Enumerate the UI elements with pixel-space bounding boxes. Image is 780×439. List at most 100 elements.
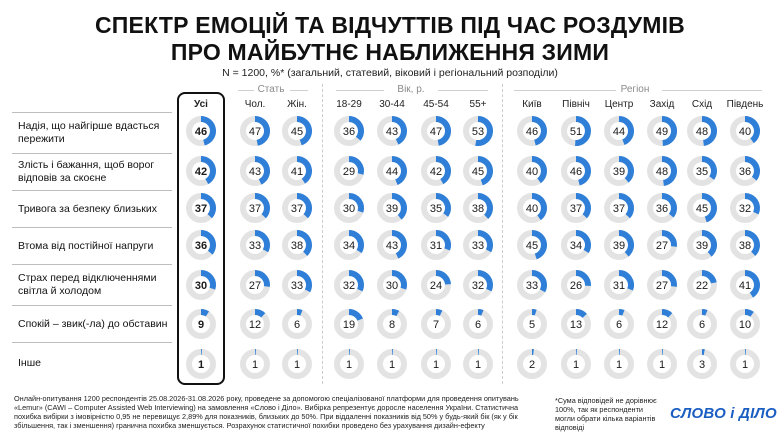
donut-fill [200,116,216,146]
donut-value-label: 30 [343,203,355,215]
donut-value-label: 7 [433,319,439,331]
donut-value-label: 1 [433,359,439,371]
donut-fill [744,230,760,256]
donut-fill [348,309,363,321]
donut-fill [348,116,364,141]
donut-value-label: 22 [696,280,708,292]
donut-fill [701,156,717,180]
column-header: 45-54 [423,99,449,110]
donut-fill [435,156,451,185]
donut-fill [618,308,625,316]
chart-title-line1: СПЕКТР ЕМОЦІЙ ТА ВІДЧУТТІВ ПІД ЧАС РОЗДУ… [95,12,685,38]
donut-value-label: 30 [386,280,398,292]
donut-value-label: 39 [613,240,625,252]
donut-value-label: 30 [195,280,207,292]
column-header: 55+ [469,99,487,110]
donut-value-label: 36 [739,166,751,178]
column-header: Чол. [244,99,266,110]
donut-fill [744,309,754,317]
donut-value-label: 5 [529,319,535,331]
row-divider [12,112,172,113]
donut-value-label: 33 [526,280,538,292]
row-divider [12,264,172,265]
column-header: 30-44 [379,99,405,110]
donut-fill [391,308,400,317]
donut-fill [531,230,547,260]
donut-value-label: 31 [613,280,625,292]
brand-logo: СЛОВО і ДІЛО [670,405,777,422]
column-header: Жін. [287,99,307,110]
total-column-highlight [177,92,225,385]
row-label: Тривога за безпеку близьких [18,202,158,215]
donut-fill [391,116,407,145]
donut-value-label: 9 [198,319,204,331]
donut-fill [477,156,493,186]
donut-value-label: 1 [198,359,204,371]
donut-value-label: 6 [475,319,481,331]
group-rule [238,90,254,91]
group-rule [336,90,384,91]
donut-value-label: 43 [386,240,398,252]
donut-fill [744,193,760,215]
donut-value-label: 32 [343,280,355,292]
group-label-sex: Стать [257,84,285,95]
donut-fill [475,116,493,146]
column-header: Південь [726,99,764,110]
donut-value-label: 1 [346,359,352,371]
donut-fill [531,116,547,146]
donut-fill [296,308,303,316]
donut-fill [254,230,270,253]
group-rule [662,90,762,91]
donut-value-label: 1 [573,359,579,371]
donut-value-label: 44 [386,166,398,178]
donut-fill [575,116,591,146]
donut-fill [701,115,718,146]
donut-value-label: 34 [570,240,582,252]
column-header: Захід [649,99,675,110]
donut-fill [531,156,547,184]
donut-value-label: 35 [696,166,708,178]
donut-fill [531,270,547,293]
donut-value-label: 38 [472,203,484,215]
donut-fill [744,270,760,298]
donut-fill [661,193,677,218]
donut-value-label: 41 [739,280,751,292]
donut-value-label: 37 [249,203,261,215]
donut-value-label: 47 [249,126,261,138]
row-label: Надія, що найгірше вдасться пережити [18,120,160,145]
donut-value-label: 48 [656,166,668,178]
column-header: Схід [691,99,713,110]
donut-fill [477,308,484,316]
donut-value-label: 38 [291,240,303,252]
donut-value-label: 37 [613,203,625,215]
donut-value-label: 40 [526,166,538,178]
donut-fill [435,193,451,217]
donut-fill [477,270,493,292]
donut-fill [200,309,210,317]
donut-value-label: 46 [570,166,582,178]
donut-value-label: 6 [294,319,300,331]
donut-value-label: 13 [570,319,582,331]
donut-value-label: 49 [656,126,668,138]
donut-value-label: 1 [659,359,665,371]
donut-fill [296,193,312,219]
donut-fill [477,193,493,219]
group-separator [322,84,323,384]
donut-value-label: 46 [526,126,538,138]
column-header: Київ [522,99,542,110]
donut-fill [391,156,407,185]
row-divider [12,153,172,154]
donut-value-label: 45 [696,203,708,215]
donut-value-label: 36 [656,203,668,215]
donut-fill [661,115,678,146]
donut-value-label: 51 [570,126,582,138]
donut-value-label: 36 [343,126,355,138]
row-label: Інше [18,356,41,369]
donut-value-label: 41 [291,166,303,178]
donut-fill [254,156,270,185]
donut-fill [618,156,634,183]
donut-value-label: 1 [742,359,748,371]
donut-fill [661,155,678,186]
donut-value-label: 43 [249,166,261,178]
